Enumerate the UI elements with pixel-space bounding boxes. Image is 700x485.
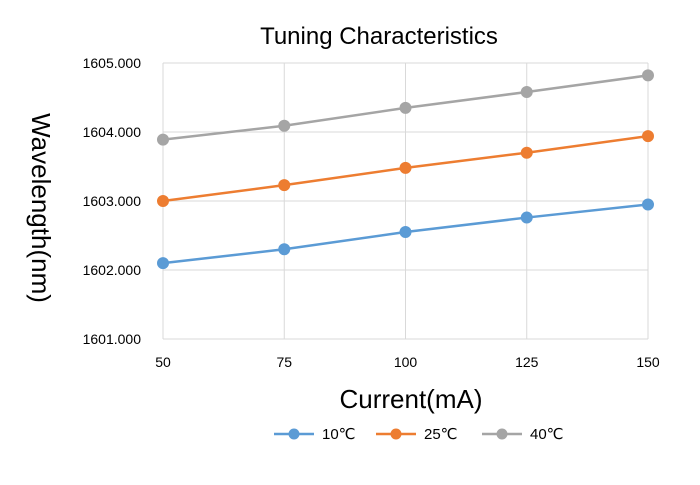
data-point <box>157 133 169 146</box>
x-axis-label: Current(mA) <box>339 384 482 414</box>
x-tick-label: 125 <box>515 354 539 370</box>
y-tick-label: 1603.000 <box>83 193 142 209</box>
x-tick-label: 50 <box>155 354 171 370</box>
y-tick-labels: 1601.000 1602.000 1603.000 1604.000 1605.000 <box>83 55 142 347</box>
x-tick-labels: 50 75 100 125 150 <box>155 354 660 370</box>
legend: 10℃ 25℃ 40℃ <box>274 426 564 443</box>
y-axis-label: Wavelength(nm) <box>26 113 56 303</box>
data-point <box>399 161 412 174</box>
y-tick-label: 1601.000 <box>83 331 142 347</box>
data-point <box>642 130 654 143</box>
legend-marker <box>288 428 300 440</box>
data-point <box>520 85 533 98</box>
legend-label: 40℃ <box>530 426 564 443</box>
legend-marker <box>390 428 402 440</box>
data-point <box>399 101 412 114</box>
legend-label: 25℃ <box>424 426 458 443</box>
data-point <box>157 257 169 270</box>
data-point <box>278 179 291 192</box>
y-tick-label: 1602.000 <box>83 262 142 278</box>
series-layer <box>157 69 654 270</box>
data-point <box>278 243 291 256</box>
data-point <box>520 146 533 159</box>
data-point <box>642 69 654 82</box>
x-tick-label: 75 <box>276 354 292 370</box>
data-point <box>399 226 412 239</box>
legend-label: 10℃ <box>322 426 356 443</box>
x-tick-label: 100 <box>394 354 418 370</box>
chart-title: Tuning Characteristics <box>260 23 498 50</box>
y-tick-label: 1604.000 <box>83 124 142 140</box>
data-point <box>157 195 169 207</box>
x-tick-label: 150 <box>636 354 660 370</box>
y-tick-label: 1605.000 <box>83 55 142 71</box>
data-point <box>278 119 291 132</box>
data-point <box>520 211 533 224</box>
data-point <box>642 198 654 211</box>
legend-marker <box>496 428 508 440</box>
